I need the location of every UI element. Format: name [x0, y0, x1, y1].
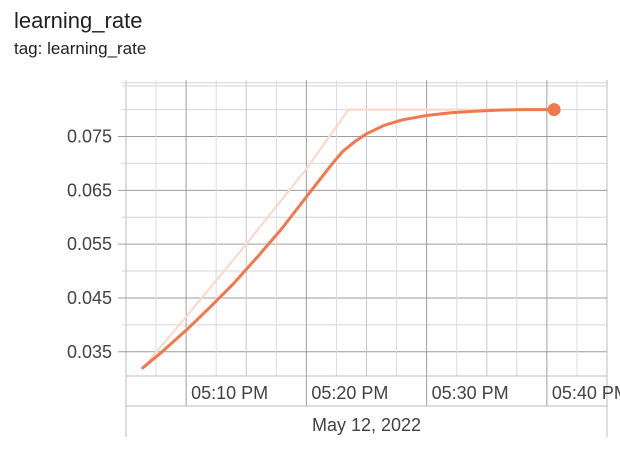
x-tick-label: 05:40 PM: [552, 383, 620, 403]
y-tick-label: 0.055: [67, 234, 112, 254]
series-end-marker: [547, 103, 561, 117]
x-axis-date-label: May 12, 2022: [312, 415, 421, 435]
y-tick-label: 0.075: [67, 127, 112, 147]
grid-lines: [118, 80, 608, 437]
series-lines: [141, 103, 561, 370]
y-tick-label: 0.035: [67, 342, 112, 362]
chart-tag: tag: learning_rate: [14, 39, 147, 58]
y-tick-label: 0.045: [67, 288, 112, 308]
y-axis-ticks: 0.035 0.045 0.055 0.065 0.075: [67, 127, 112, 362]
x-axis: 05:10 PM 05:20 PM 05:30 PM 05:40 PM May 12, …: [126, 375, 620, 435]
x-tick-label: 05:30 PM: [432, 383, 509, 403]
smoothed-series-line: [141, 108, 556, 370]
x-tick-label: 05:10 PM: [191, 383, 268, 403]
y-tick-label: 0.065: [67, 180, 112, 200]
x-tick-label: 05:20 PM: [311, 383, 388, 403]
chart-title: learning_rate: [14, 8, 143, 33]
